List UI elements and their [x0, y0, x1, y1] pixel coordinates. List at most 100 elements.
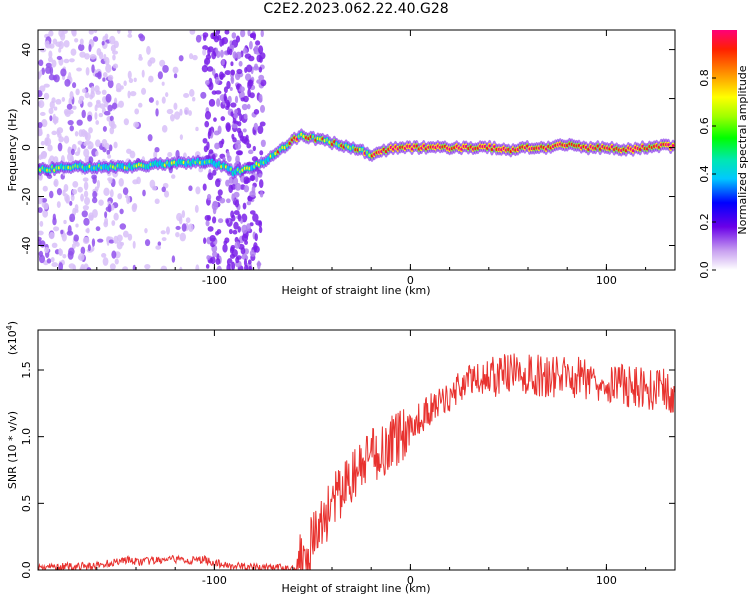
heatmap-noise-cell	[189, 89, 195, 97]
heatmap-noise-cell	[126, 148, 132, 154]
colorbar-gradient	[712, 30, 737, 270]
heatmap-noise-cell	[82, 236, 90, 245]
heatmap-noise-cell	[248, 40, 253, 50]
heatmap-noise-cell	[233, 108, 239, 115]
heatmap-noise-cell	[69, 58, 75, 63]
heatmap-noise-cell	[183, 93, 190, 98]
heatmap-noise-cell	[48, 30, 54, 37]
heatmap-noise-cell	[229, 44, 235, 50]
heatmap-noise-cell	[63, 219, 67, 225]
heatmap-noise-cell	[91, 64, 95, 74]
heatmap-noise-cell	[89, 53, 97, 60]
heatmap-noise-cell	[38, 130, 43, 136]
heatmap-noise-cell	[58, 30, 64, 38]
heatmap-noise-cell	[74, 38, 79, 43]
heatmap-noise-cell	[258, 45, 264, 55]
heatmap-noise-cell	[253, 109, 260, 115]
heatmap-noise-cell	[234, 182, 242, 191]
heatmap-noise-cell	[105, 93, 112, 103]
heatmap-noise-cell	[67, 152, 74, 162]
heatmap-noise-cell	[166, 108, 174, 115]
heatmap-noise-cell	[179, 266, 183, 270]
heatmap-noise-cell	[70, 148, 75, 156]
heatmap-noise-cell	[74, 204, 79, 211]
heatmap-noise-cell	[69, 91, 74, 100]
heatmap-noise-cell	[165, 226, 170, 235]
heatmap-noise-cell	[154, 146, 160, 153]
heatmap-noise-cell	[204, 120, 210, 128]
heatmap-noise-cell	[238, 86, 245, 93]
heatmap-noise-cell	[203, 237, 207, 244]
heatmap-noise-cell	[179, 232, 186, 242]
heatmap-noise-cell	[255, 40, 261, 46]
heatmap-noise-cell	[234, 95, 239, 104]
heatmap-noise-cell	[93, 30, 98, 34]
heatmap-noise-cell	[204, 57, 211, 65]
heatmap-noise-cell	[110, 120, 115, 129]
heatmap-noise-cell	[147, 134, 153, 142]
heatmap-noise-cell	[243, 185, 250, 193]
heatmap-noise-cell	[175, 225, 181, 230]
heatmap-noise-cell	[195, 34, 202, 43]
heatmap-noise-cell	[123, 80, 127, 87]
heatmap-noise-cell	[80, 264, 85, 270]
heatmap-noise-cell	[141, 69, 145, 78]
heatmap-noise-cell	[198, 167, 204, 173]
heatmap-noise-cell	[241, 136, 248, 144]
heatmap-noise-cell	[39, 69, 43, 77]
heatmap-noise-cell	[157, 241, 162, 247]
heatmap-noise-cell	[258, 93, 263, 103]
colorbar-ticks: 0.0 0.2 0.4 0.6 0.8	[698, 69, 716, 279]
snr-series-line	[38, 353, 675, 570]
spectrogram-ticks	[38, 30, 675, 270]
heatmap-noise-cell	[111, 220, 116, 226]
snr-x-axis-label: Height of straight line (km)	[281, 582, 430, 595]
heatmap-noise-cell	[98, 199, 104, 206]
heatmap-noise-cell	[47, 144, 53, 152]
heatmap-noise-cell	[234, 199, 240, 208]
heatmap-noise-cell	[52, 116, 59, 122]
heatmap-noise-cell	[246, 103, 251, 110]
heatmap-noise-cell	[91, 238, 96, 247]
heatmap-noise-cell	[216, 228, 222, 235]
heatmap-noise-cell	[67, 119, 74, 126]
heatmap-noise-cell	[84, 196, 91, 206]
heatmap-noise-cell	[60, 229, 64, 235]
heatmap-noise-cell	[142, 189, 146, 197]
heatmap-noise-cell	[228, 228, 233, 235]
heatmap-noise-cell	[113, 235, 119, 244]
spectrogram-y-axis-label: Frequency (Hz)	[6, 109, 19, 192]
heatmap-noise-cell	[173, 73, 178, 79]
heatmap-noise-cell	[254, 233, 258, 242]
heatmap-noise-cell	[246, 64, 253, 73]
snr-y-tick-label: 1.5	[20, 361, 33, 379]
heatmap-noise-cell	[53, 178, 59, 188]
heatmap-noise-cell	[210, 32, 216, 40]
heatmap-noise-cell	[58, 247, 62, 255]
heatmap-noise-cell	[237, 121, 242, 127]
heatmap-noise-cell	[56, 127, 64, 134]
heatmap-noise-cell	[221, 138, 225, 145]
snr-x-tick-label: -100	[202, 574, 227, 587]
heatmap-noise-cell	[167, 152, 173, 158]
heatmap-noise-cell	[245, 223, 251, 232]
heatmap-noise-cell	[111, 250, 117, 259]
heatmap-noise-cell	[46, 258, 52, 264]
heatmap-noise-cell	[144, 263, 151, 270]
heatmap-noise-cell	[153, 150, 158, 160]
heatmap-noise-cell	[206, 193, 212, 201]
heatmap-noise-cell	[138, 53, 142, 59]
heatmap-noise-cell	[102, 125, 107, 132]
heatmap-noise-cell	[38, 236, 42, 241]
heatmap-noise-cell	[57, 142, 63, 152]
heatmap-noise-cell	[256, 262, 262, 267]
heatmap-noise-cell	[41, 119, 48, 128]
colorbar-tick-label: 0.0	[698, 261, 711, 279]
colorbar-tick-label: 0.2	[698, 213, 711, 231]
heatmap-noise-cell	[195, 186, 201, 195]
heatmap-noise-cell	[88, 127, 93, 134]
heatmap-noise-cell	[103, 110, 111, 116]
heatmap-noise-cell	[188, 53, 194, 60]
snr-x-tick-labels: -100 0 100	[202, 574, 617, 587]
heatmap-noise-cell	[78, 129, 84, 137]
